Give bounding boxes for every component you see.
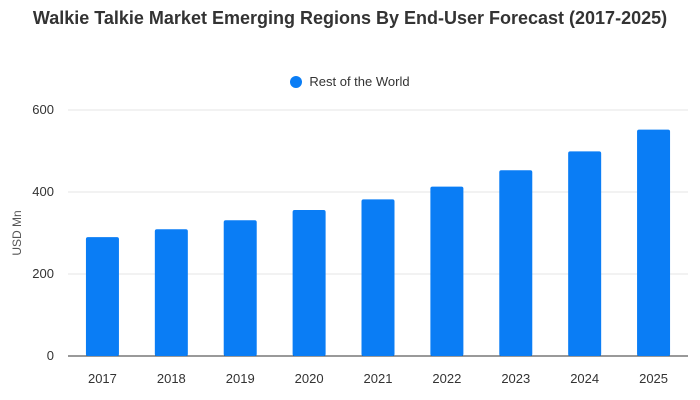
bar-2025[interactable] xyxy=(637,129,671,356)
chart-title: Walkie Talkie Market Emerging Regions By… xyxy=(32,8,668,28)
x-tick-label: 2023 xyxy=(501,371,530,386)
x-tick-label: 2022 xyxy=(432,371,461,386)
legend: Rest of the World xyxy=(0,74,700,89)
y-tick-label: 600 xyxy=(32,102,54,117)
bar-2017[interactable] xyxy=(85,237,119,356)
x-tick-label: 2017 xyxy=(88,371,117,386)
x-tick-label: 2024 xyxy=(570,371,599,386)
y-tick-label: 400 xyxy=(32,184,54,199)
x-tick-label: 2021 xyxy=(364,371,393,386)
bar-2024[interactable] xyxy=(568,151,602,356)
bar-2021[interactable] xyxy=(361,199,395,356)
x-tick-label: 2020 xyxy=(295,371,324,386)
y-tick-label: 200 xyxy=(32,266,54,281)
y-axis-label: USD Mn xyxy=(10,210,24,255)
bar-2022[interactable] xyxy=(430,186,464,356)
x-tick-label: 2018 xyxy=(157,371,186,386)
x-tick-label: 2025 xyxy=(639,371,668,386)
bar-2020[interactable] xyxy=(292,210,326,356)
legend-label: Rest of the World xyxy=(309,74,410,89)
bar-2019[interactable] xyxy=(223,220,257,356)
legend-swatch xyxy=(290,75,303,88)
bar-2023[interactable] xyxy=(499,170,533,356)
x-tick-label: 2019 xyxy=(226,371,255,386)
y-tick-label: 0 xyxy=(47,348,54,363)
bar-2018[interactable] xyxy=(154,229,188,356)
